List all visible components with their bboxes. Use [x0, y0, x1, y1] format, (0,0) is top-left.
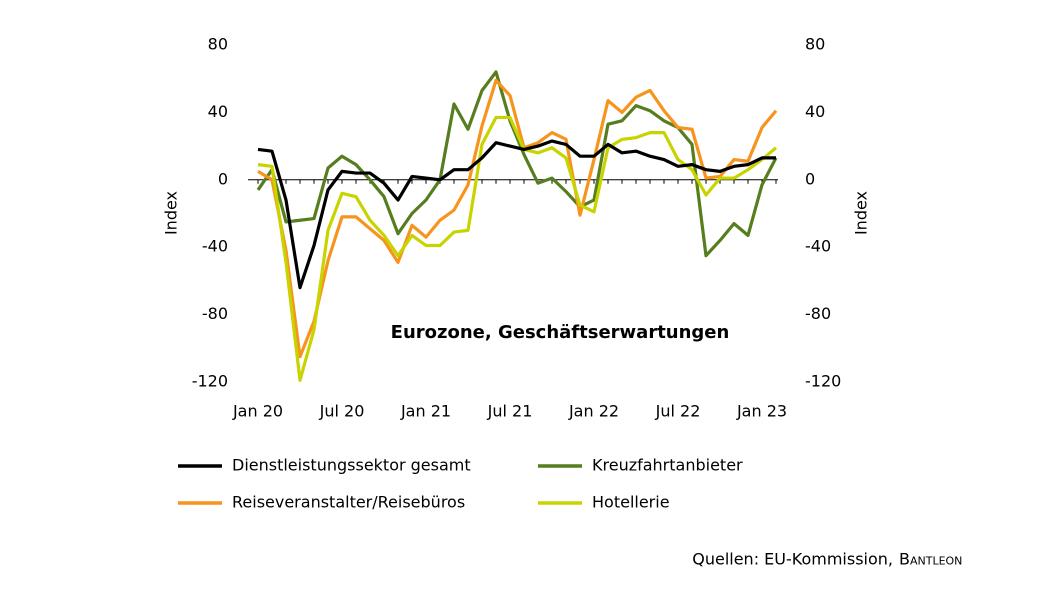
y-tick-label: -120 [192, 372, 228, 391]
legend-label: Dienstleistungssektor gesamt [232, 456, 471, 475]
annotation: Eurozone, Geschäftserwartungen [391, 322, 730, 343]
series-line [257, 115, 778, 382]
x-tick-label: Jul 22 [655, 402, 701, 421]
legend-label: Kreuzfahrtanbieter [592, 456, 743, 475]
legend-label: Reiseveranstalter/Reisebüros [232, 493, 465, 512]
x-tick-label: Jan 23 [736, 402, 787, 421]
y2-axis-label: Index [852, 191, 871, 235]
series-line [257, 139, 776, 290]
x-tick-label: Jul 20 [319, 402, 365, 421]
y-tick-label: 80 [208, 35, 228, 54]
x-tick-label: Jan 22 [568, 402, 619, 421]
x-tick-label: Jan 21 [400, 402, 451, 421]
source-brand: Bantleon [899, 550, 962, 569]
y-tick-label: 40 [208, 102, 228, 121]
y2-tick-label: -40 [805, 237, 831, 256]
legend-label: Hotellerie [592, 493, 670, 512]
x-tick-label: Jan 20 [232, 402, 283, 421]
y2-tick-label: 0 [805, 169, 815, 188]
y-tick-label: 0 [218, 169, 228, 188]
y2-tick-label: -80 [805, 304, 831, 323]
series-line [257, 78, 778, 359]
y2-tick-label: 40 [805, 102, 825, 121]
series-line [256, 70, 778, 258]
x-tick-label: Jul 21 [487, 402, 533, 421]
y2-tick-label: -120 [805, 372, 841, 391]
y-tick-label: -40 [202, 237, 228, 256]
y-axis-label: Index [162, 191, 181, 235]
source: Quellen: EU-Kommission, [692, 550, 893, 569]
y2-tick-label: 80 [805, 35, 825, 54]
y-tick-label: -80 [202, 304, 228, 323]
